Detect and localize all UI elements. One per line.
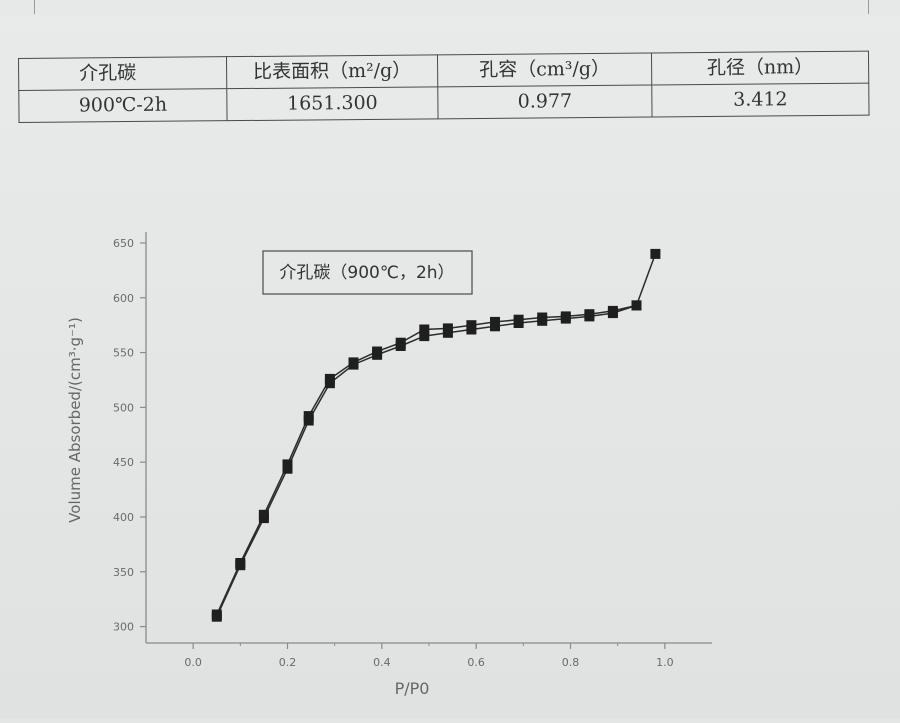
- desorption-line: [216, 304, 637, 615]
- x-tick-label: 0.4: [373, 656, 391, 669]
- desorption-point: [490, 316, 500, 327]
- x-axis-label: P/P0: [395, 679, 430, 698]
- y-tick-label: 450: [113, 456, 134, 469]
- x-tick-label: 1.0: [656, 656, 674, 669]
- y-tick-label: 600: [113, 292, 134, 305]
- desorption-point: [537, 312, 548, 323]
- x-tick-label: 0.2: [279, 656, 297, 669]
- legend-box: [262, 250, 473, 295]
- desorption-point: [442, 323, 453, 334]
- desorption-point: [211, 609, 222, 620]
- chart-legend: 介孔碳（900℃，2h）: [262, 250, 473, 295]
- desorption-point: [584, 309, 595, 320]
- chart-series-layer: [211, 248, 661, 622]
- desorption-point: [282, 459, 293, 470]
- desorption-point: [631, 300, 642, 311]
- y-tick-label: 350: [113, 566, 134, 579]
- y-tick-label: 500: [113, 401, 134, 414]
- adsorption-point: [419, 331, 430, 342]
- desorption-point: [419, 324, 430, 335]
- chart-axes: 300 350 400 450 500 550 600 650 0.0 0.2 0.4 0.6 0.8 1…: [113, 232, 712, 669]
- desorption-point: [372, 346, 383, 357]
- desorption-point: [466, 320, 477, 331]
- x-tick-label: 0.8: [562, 656, 580, 669]
- y-tick-label: 650: [113, 237, 134, 250]
- adsorption-line: [216, 253, 657, 618]
- y-tick-label: 400: [113, 511, 134, 524]
- y-tick-label: 300: [113, 621, 134, 634]
- desorption-point: [348, 357, 359, 368]
- edge-mark: [34, 0, 35, 14]
- desorption-point: [258, 509, 269, 520]
- legend-label: 介孔碳（900℃，2h）: [279, 263, 454, 283]
- desorption-point: [513, 314, 524, 325]
- edge-mark: [868, 0, 869, 14]
- desorption-point: [235, 558, 246, 568]
- desorption-point: [607, 305, 618, 316]
- adsorption-point: [650, 248, 661, 259]
- y-tick-label: 550: [113, 347, 134, 360]
- desorption-point: [303, 411, 314, 422]
- top-edge: [0, 0, 900, 16]
- desorption-point: [324, 373, 335, 384]
- x-tick-label: 0.6: [467, 656, 485, 669]
- desorption-point: [560, 311, 571, 322]
- y-axis-label: Volume Absorbed/(cm³·g⁻¹): [66, 317, 84, 523]
- x-tick-label: 0.0: [184, 656, 202, 669]
- desorption-point: [395, 337, 406, 348]
